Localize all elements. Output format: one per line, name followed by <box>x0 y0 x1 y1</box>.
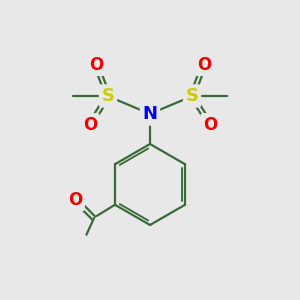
Text: O: O <box>83 116 97 134</box>
Text: O: O <box>197 56 211 74</box>
Text: O: O <box>203 116 217 134</box>
Text: N: N <box>142 105 158 123</box>
Text: O: O <box>68 191 83 209</box>
Text: S: S <box>185 87 199 105</box>
Text: O: O <box>89 56 103 74</box>
Text: S: S <box>101 87 115 105</box>
